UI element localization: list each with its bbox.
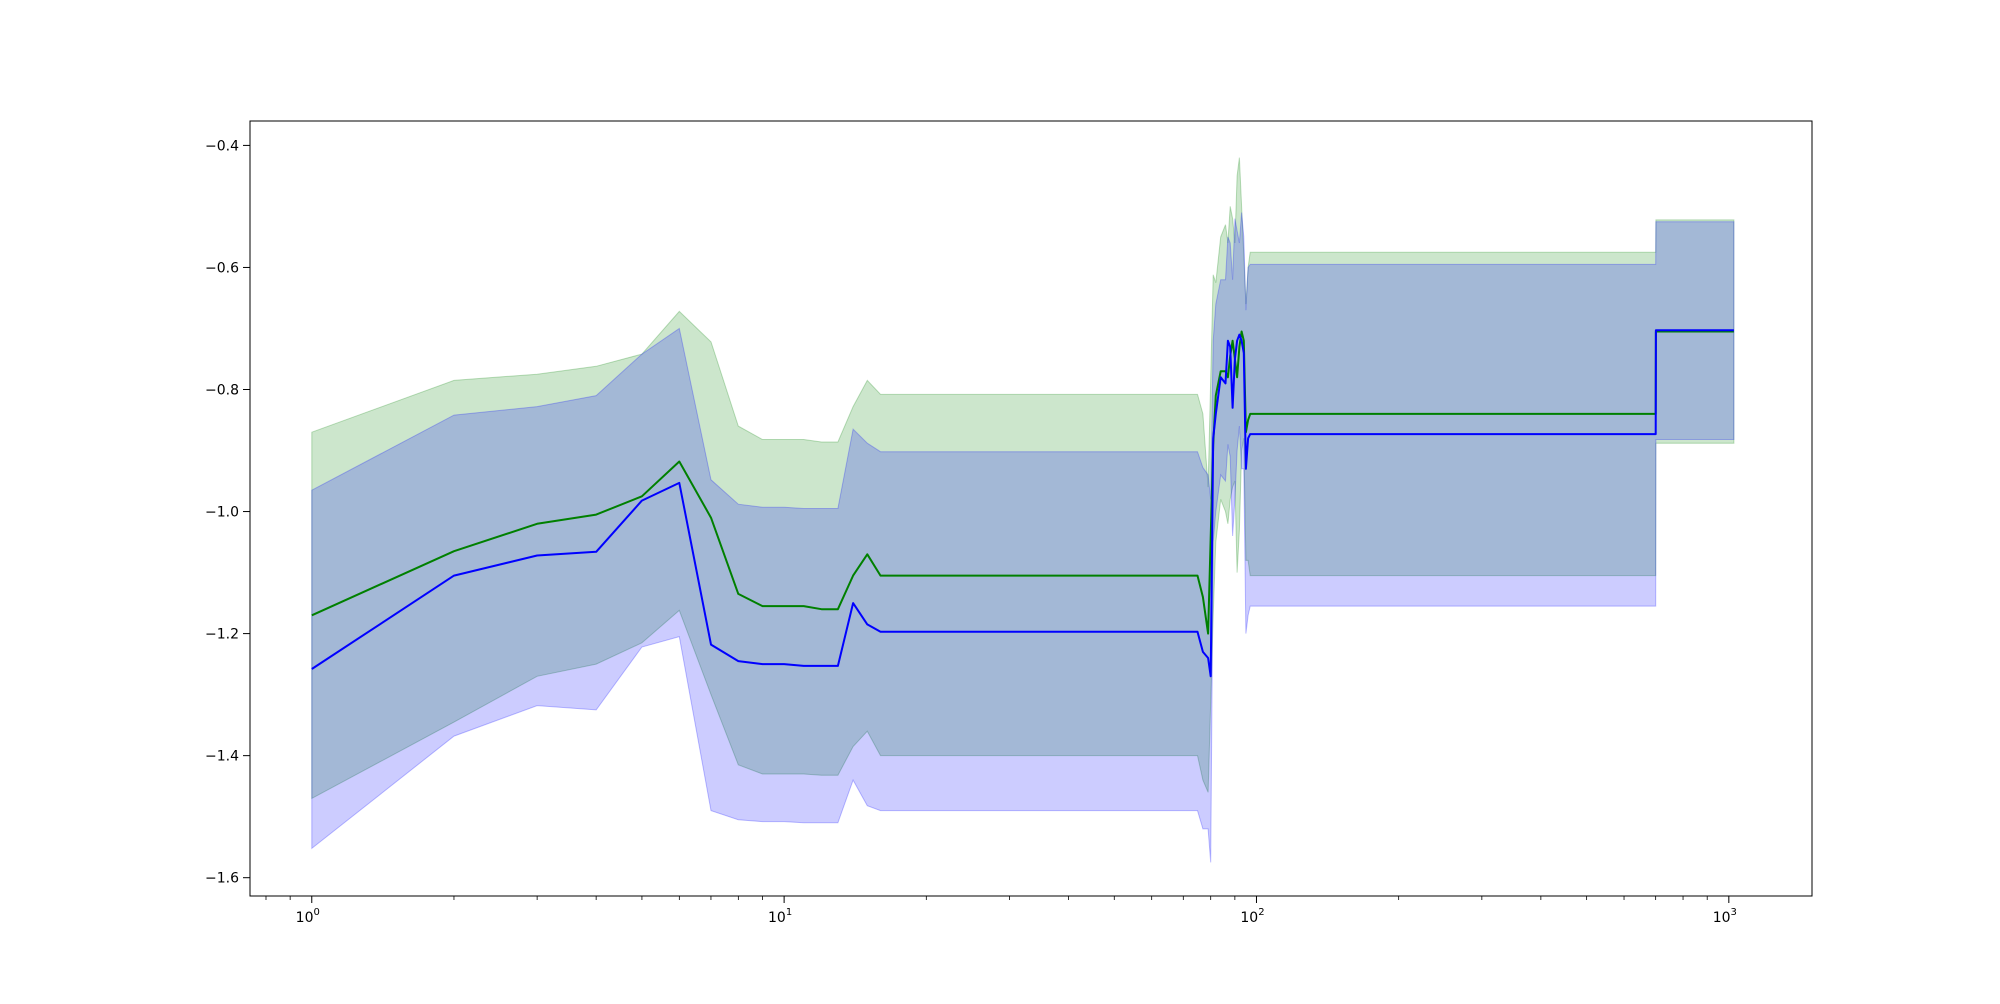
x-tick-label-exponent: 3 <box>1731 907 1737 918</box>
x-tick-label-base: 10 <box>296 910 314 926</box>
x-tick-label-exponent: 1 <box>786 907 792 918</box>
x-tick-label-exponent: 0 <box>313 907 319 918</box>
x-tick-label: 102 <box>1240 907 1264 926</box>
y-tick-label: −0.8 <box>205 383 239 399</box>
x-axis: 100 101 102 103 <box>265 896 1737 926</box>
x-tick-label: 100 <box>296 907 320 926</box>
x-tick-label-exponent: 2 <box>1258 907 1264 918</box>
y-tick-label: −1.4 <box>205 749 239 765</box>
plot-frame <box>249 120 1813 897</box>
y-axis: −0.4 −0.6 −0.8 −1.0 −1.2 −1.4 −1.6 <box>205 138 250 887</box>
series-1-band <box>311 212 1735 863</box>
y-tick-label: −1.0 <box>205 505 239 521</box>
series-0-band <box>311 157 1735 800</box>
x-tick-label-base: 10 <box>1240 910 1258 926</box>
confidence-bands <box>311 157 1735 863</box>
y-tick-label: −1.6 <box>205 871 239 887</box>
series-lines <box>311 329 1734 678</box>
x-tick-label-base: 10 <box>1713 910 1731 926</box>
y-tick-label: −0.6 <box>205 260 239 276</box>
x-tick-label: 101 <box>768 907 792 926</box>
y-tick-label: −1.2 <box>205 627 239 643</box>
x-tick-label: 103 <box>1713 907 1737 926</box>
series-1-line <box>311 329 1734 678</box>
x-tick-label-base: 10 <box>768 910 786 926</box>
y-tick-label: −0.4 <box>205 138 239 154</box>
